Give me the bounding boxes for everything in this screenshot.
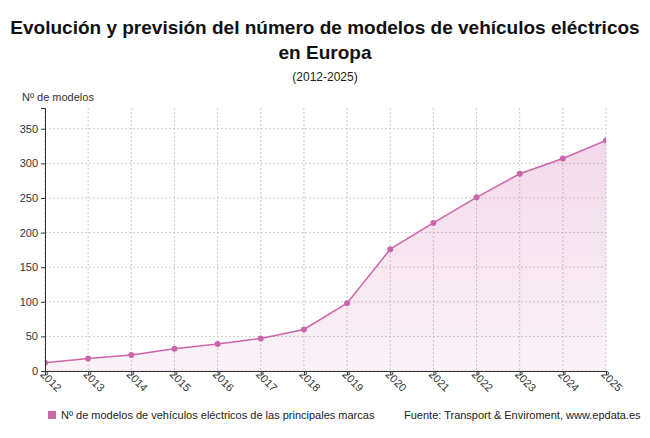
marker bbox=[430, 220, 436, 226]
marker bbox=[301, 326, 307, 332]
marker bbox=[171, 346, 177, 352]
x-tick: 2023 bbox=[513, 368, 539, 394]
marker bbox=[387, 246, 393, 252]
marker bbox=[603, 138, 606, 144]
grid-line-x bbox=[88, 108, 89, 371]
y-tick-mark bbox=[41, 302, 45, 303]
y-tick-mark bbox=[41, 336, 45, 337]
x-tick: 2014 bbox=[124, 368, 150, 394]
y-axis: 0 50 100 150 200 250 300 350 bbox=[20, 109, 46, 378]
grid-line-y bbox=[45, 128, 606, 129]
y-axis-title: Nº de modelos bbox=[22, 91, 94, 103]
x-tick-label: 2025 bbox=[599, 368, 625, 394]
x-tick: 2019 bbox=[340, 368, 366, 394]
x-tick-label: 2020 bbox=[383, 368, 409, 394]
y-tick: 150 bbox=[20, 261, 45, 273]
marker bbox=[474, 194, 480, 200]
y-tick: 350 bbox=[20, 123, 45, 135]
x-tick: 2022 bbox=[470, 368, 496, 394]
x-tick-label: 2015 bbox=[168, 368, 194, 394]
source: Fuente: Transport & Enviroment, www.epda… bbox=[404, 409, 641, 421]
x-axis: 2012 2013 2014 2015 2016 2017 2018 2019 2020 2021… bbox=[38, 368, 625, 394]
x-tick: 2016 bbox=[211, 368, 237, 394]
x-tick: 2012 bbox=[38, 368, 64, 394]
y-axis-line bbox=[41, 109, 46, 372]
chart: Evolución y previsión del número de mode… bbox=[0, 0, 650, 438]
x-tick-label: 2022 bbox=[470, 368, 496, 394]
x-tick: 2017 bbox=[254, 368, 280, 394]
x-tick-label: 2024 bbox=[556, 368, 582, 394]
x-tick-label: 2014 bbox=[124, 368, 150, 394]
x-tick: 2013 bbox=[81, 368, 107, 394]
grid-line-x bbox=[131, 108, 132, 371]
x-tick-label: 2012 bbox=[38, 368, 64, 394]
legend: Nº de modelos de vehículos eléctricos de… bbox=[48, 409, 375, 421]
y-tick-label: 100 bbox=[20, 296, 38, 308]
grid-line-y bbox=[45, 163, 606, 164]
x-tick: 2020 bbox=[383, 368, 409, 394]
legend-label: Nº de modelos de vehículos eléctricos de… bbox=[61, 409, 375, 421]
x-tick-label: 2016 bbox=[211, 368, 237, 394]
marker bbox=[344, 300, 350, 306]
y-tick: 100 bbox=[20, 296, 45, 308]
y-tick-mark bbox=[41, 267, 45, 268]
y-tick-mark bbox=[41, 163, 45, 164]
x-tick: 2018 bbox=[297, 368, 323, 394]
x-tick-label: 2017 bbox=[254, 368, 280, 394]
plot-area bbox=[45, 138, 606, 371]
grid bbox=[45, 108, 606, 371]
y-tick-label: 350 bbox=[20, 123, 38, 135]
y-tick-label: 50 bbox=[26, 330, 38, 342]
grid-line-x bbox=[260, 108, 261, 371]
y-tick: 300 bbox=[20, 157, 45, 169]
area bbox=[45, 141, 606, 371]
marker bbox=[517, 171, 523, 177]
y-tick-mark bbox=[41, 233, 45, 234]
marker bbox=[560, 156, 566, 162]
y-tick-mark bbox=[41, 129, 45, 130]
marker bbox=[128, 352, 134, 358]
x-tick-label: 2013 bbox=[81, 368, 107, 394]
y-tick: 200 bbox=[20, 227, 45, 239]
grid-line-x bbox=[217, 108, 218, 371]
y-tick-label: 0 bbox=[32, 365, 38, 377]
grid-line-x bbox=[174, 108, 175, 371]
x-tick-label: 2018 bbox=[297, 368, 323, 394]
line bbox=[45, 141, 606, 363]
y-tick-mark bbox=[41, 198, 45, 199]
y-tick-label: 150 bbox=[20, 261, 38, 273]
subtitle: (2012-2025) bbox=[292, 70, 357, 84]
marker bbox=[85, 356, 91, 362]
y-tick: 250 bbox=[20, 192, 45, 204]
title: Evolución y previsión del número de mode… bbox=[10, 17, 639, 63]
x-tick: 2025 bbox=[599, 368, 625, 394]
y-tick: 50 bbox=[26, 330, 45, 342]
x-tick: 2021 bbox=[426, 368, 452, 394]
marker bbox=[215, 341, 221, 347]
x-tick-label: 2023 bbox=[513, 368, 539, 394]
y-tick-label: 200 bbox=[20, 227, 38, 239]
legend-swatch bbox=[48, 411, 56, 419]
y-tick-label: 300 bbox=[20, 157, 38, 169]
y-tick-label: 250 bbox=[20, 192, 38, 204]
x-tick-label: 2019 bbox=[340, 368, 366, 394]
x-tick: 2015 bbox=[168, 368, 194, 394]
x-tick: 2024 bbox=[556, 368, 582, 394]
x-tick-label: 2021 bbox=[426, 368, 452, 394]
marker bbox=[258, 335, 264, 341]
